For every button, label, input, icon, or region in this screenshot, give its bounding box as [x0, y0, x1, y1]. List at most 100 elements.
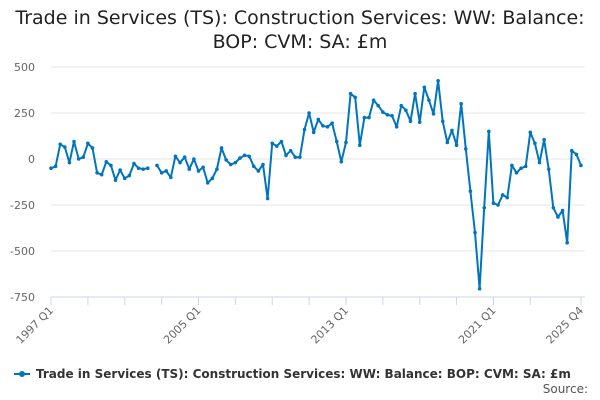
data-point — [127, 173, 132, 178]
data-point — [72, 139, 76, 144]
data-point — [542, 137, 546, 142]
data-point — [58, 142, 63, 147]
data-point — [321, 124, 325, 128]
data-point — [118, 168, 122, 172]
data-point — [523, 164, 528, 169]
data-point — [417, 120, 422, 124]
data-point — [224, 158, 228, 162]
data-point — [155, 163, 159, 168]
data-point — [145, 166, 150, 170]
data-point — [178, 160, 182, 165]
data-point — [109, 163, 113, 168]
legend[interactable]: Trade in Services (TS): Construction Ser… — [14, 367, 571, 381]
data-point — [242, 153, 247, 158]
data-point — [334, 139, 339, 144]
data-point — [113, 178, 118, 182]
data-point — [169, 175, 173, 180]
y-tick-label: 250 — [14, 107, 35, 120]
data-point — [519, 166, 523, 170]
data-point — [473, 230, 477, 235]
data-point — [182, 155, 187, 159]
data-point — [164, 169, 169, 173]
data-point — [579, 163, 583, 168]
data-point — [316, 117, 321, 122]
data-point — [63, 145, 67, 149]
data-point — [533, 141, 537, 146]
data-point — [482, 205, 487, 210]
data-point — [357, 143, 362, 147]
x-tick-label: 2025 Q4 — [544, 304, 587, 347]
data-point — [463, 147, 468, 151]
legend-swatch — [14, 371, 30, 377]
data-point — [371, 98, 376, 102]
data-point — [76, 157, 81, 161]
data-point — [270, 141, 275, 146]
data-point — [81, 155, 86, 159]
data-point — [95, 171, 99, 175]
data-point — [477, 286, 482, 291]
data-point — [53, 164, 58, 169]
data-point — [574, 152, 579, 157]
data-point — [408, 119, 413, 124]
data-point — [514, 171, 519, 175]
data-point — [362, 115, 367, 120]
y-tick-label: -250 — [10, 199, 35, 212]
data-point — [302, 127, 307, 132]
data-point — [556, 215, 560, 219]
data-point — [390, 113, 394, 118]
data-point — [431, 112, 436, 116]
data-point — [454, 143, 459, 147]
data-point — [275, 144, 279, 148]
data-point — [307, 111, 311, 115]
data-point — [256, 169, 261, 173]
y-tick-label: 0 — [28, 153, 35, 166]
chart-title: Trade in Services (TS): Construction Ser… — [15, 7, 585, 53]
data-point — [141, 167, 145, 171]
data-point — [528, 130, 533, 135]
data-point — [385, 113, 390, 117]
data-point — [265, 196, 270, 201]
data-point — [427, 98, 431, 102]
x-tick-label: 2005 Q1 — [161, 304, 204, 347]
data-point — [205, 181, 210, 185]
data-point — [311, 130, 316, 135]
data-point — [344, 140, 348, 145]
data-point — [210, 176, 215, 181]
data-point — [450, 128, 454, 133]
data-point — [546, 167, 551, 171]
data-point — [215, 167, 219, 171]
data-point — [445, 140, 450, 145]
data-point — [367, 115, 371, 120]
data-point — [99, 172, 104, 177]
data-point — [496, 203, 500, 207]
data-point — [136, 166, 141, 170]
data-point — [399, 103, 404, 108]
data-point — [187, 167, 192, 171]
data-point — [261, 162, 265, 167]
data-point — [233, 160, 238, 165]
data-point — [505, 195, 510, 200]
data-point — [569, 148, 574, 153]
data-point — [228, 162, 233, 167]
data-point — [293, 155, 298, 159]
data-point — [325, 125, 330, 129]
data-point — [330, 121, 334, 125]
data-point — [551, 205, 556, 210]
data-point — [537, 160, 542, 165]
data-point — [459, 102, 463, 106]
data-point — [173, 154, 178, 159]
data-point — [67, 160, 72, 165]
data-point — [49, 166, 53, 170]
legend-label: Trade in Services (TS): Construction Ser… — [36, 367, 571, 381]
data-point — [201, 165, 205, 170]
series-line — [50, 79, 582, 290]
data-point — [159, 171, 164, 175]
y-tick-label: -500 — [10, 245, 35, 258]
data-point — [238, 156, 242, 160]
data-point — [413, 91, 417, 96]
data-point — [404, 108, 408, 113]
data-point — [298, 155, 302, 159]
data-point — [192, 157, 196, 161]
data-point — [247, 154, 251, 159]
